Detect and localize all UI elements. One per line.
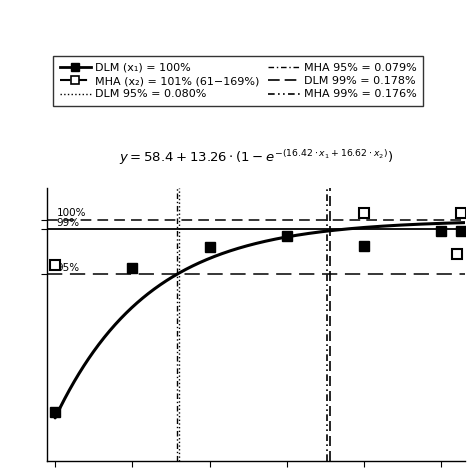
Text: 95%: 95% — [57, 263, 80, 273]
Legend: DLM (x₁) = 100%, MHA (x₂) = 101% (61−169%), DLM 95% = 0.080%, MHA 95% = 0.079%, : DLM (x₁) = 100%, MHA (x₂) = 101% (61−169… — [53, 56, 423, 106]
Text: 100%: 100% — [57, 209, 86, 219]
Text: 99%: 99% — [57, 218, 80, 228]
Text: $y = 58.4 + 13.26 \cdot \left(1 - e^{-(16.42 \cdot x_1 + 16.62 \cdot x_2)}\right: $y = 58.4 + 13.26 \cdot \left(1 - e^{-(1… — [119, 148, 393, 167]
